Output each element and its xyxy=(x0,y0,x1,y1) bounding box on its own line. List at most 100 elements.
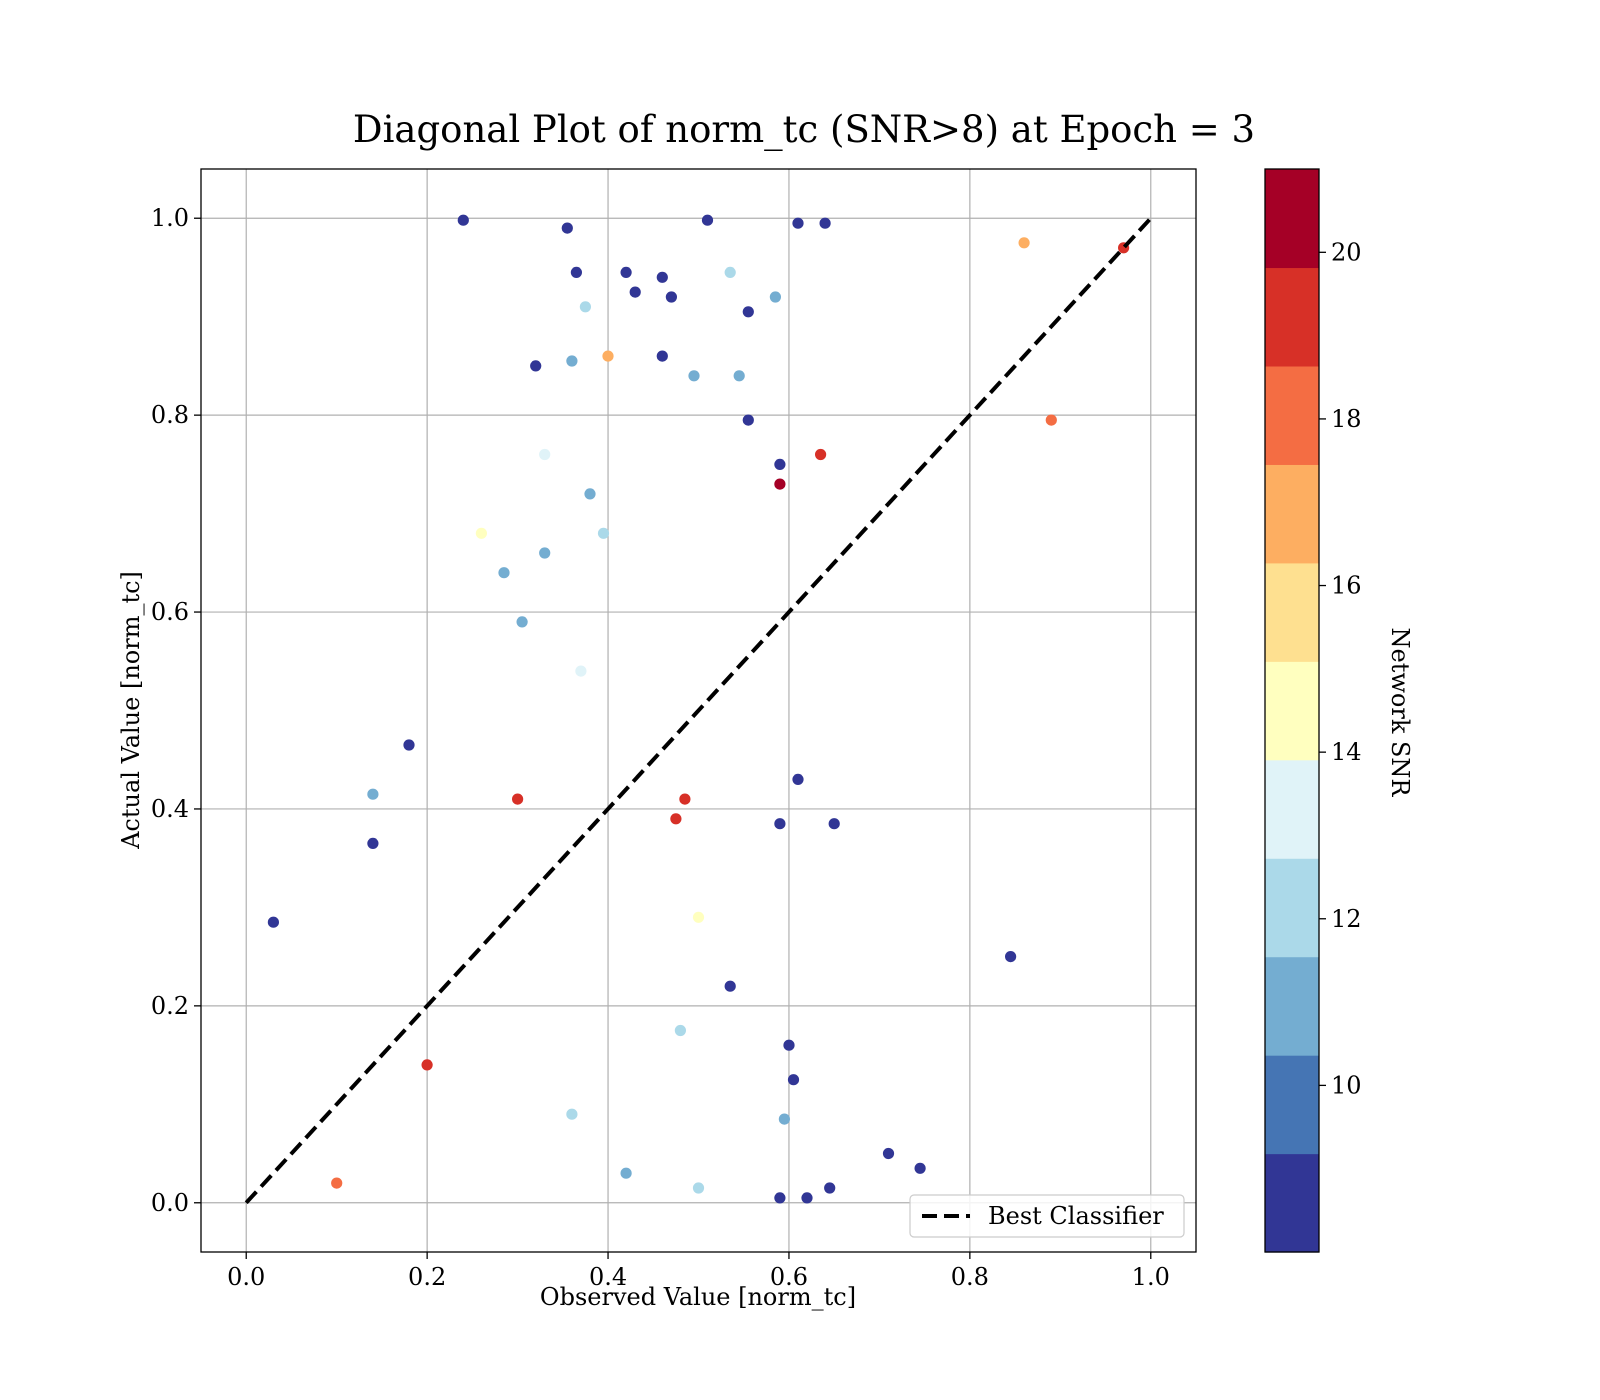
scatter-point xyxy=(597,527,610,539)
scatter-point xyxy=(516,616,528,628)
colorbar-tick-label: 14 xyxy=(1331,738,1362,766)
scatter-point xyxy=(575,665,587,677)
scatter-point xyxy=(367,837,379,850)
scatter-point xyxy=(566,1108,578,1120)
y-tick-label: 1.0 xyxy=(151,204,189,232)
scatter-point xyxy=(561,222,573,234)
scatter-point xyxy=(620,1167,632,1179)
scatter-point xyxy=(1045,414,1057,426)
scatter-point xyxy=(498,567,510,579)
x-tick-label: 0.2 xyxy=(408,1263,446,1291)
scatter-point xyxy=(670,813,682,825)
scatter-point xyxy=(570,266,583,278)
scatter-point xyxy=(783,1039,795,1051)
scatter-points xyxy=(267,214,1130,1204)
colorbar-tick-label: 20 xyxy=(1331,238,1362,266)
x-tick-label: 0.8 xyxy=(951,1263,989,1291)
y-tick-label: 0.0 xyxy=(151,1189,189,1217)
scatter-point xyxy=(1005,951,1017,963)
legend: Best Classifier xyxy=(909,1194,1185,1238)
colorbar-tick-label: 16 xyxy=(1331,572,1362,600)
scatter-point xyxy=(579,301,592,313)
colorbar-segment xyxy=(1265,169,1319,269)
scatter-point xyxy=(787,1074,800,1086)
scatter-point xyxy=(679,793,691,805)
scatter-point xyxy=(828,818,840,830)
chart-title: Diagonal Plot of norm_tc (SNR>8) at Epoc… xyxy=(353,108,1255,152)
scatter-point xyxy=(620,266,632,278)
scatter-point xyxy=(602,350,614,362)
scatter-point xyxy=(674,1024,687,1037)
grid-lines xyxy=(201,169,1196,1252)
scatter-point xyxy=(774,458,786,470)
scatter-point xyxy=(511,793,524,805)
x-axis: 0.0 0.2 0.4 0.6 0.8 1.0 xyxy=(227,1252,1170,1291)
scatter-point xyxy=(792,773,804,786)
colorbar-tick-label: 10 xyxy=(1331,1071,1362,1099)
y-axis-label: Actual Value [norm_tc] xyxy=(117,571,145,850)
scatter-point xyxy=(882,1147,895,1160)
scatter-point xyxy=(692,911,705,923)
scatter-point xyxy=(584,488,596,500)
best-classifier-line xyxy=(244,216,1153,1205)
plot-area-frame xyxy=(200,168,1197,1253)
scatter-point xyxy=(733,370,745,382)
scatter-point xyxy=(665,291,678,303)
colorbar: 10 12 14 16 18 20 xyxy=(1264,168,1362,1253)
scatter-point xyxy=(914,1162,926,1174)
legend-label: Best Classifier xyxy=(988,1202,1164,1230)
scatter-point xyxy=(724,266,736,278)
scatter-point xyxy=(742,306,754,318)
scatter-point xyxy=(769,291,782,303)
y-tick-label: 0.6 xyxy=(151,598,189,626)
scatter-point xyxy=(267,916,279,928)
colorbar-segment xyxy=(1265,759,1319,859)
scatter-point xyxy=(403,739,415,751)
scatter-point xyxy=(774,818,786,830)
scatter-point xyxy=(367,788,379,800)
scatter-point xyxy=(331,1177,343,1189)
x-tick-label: 0.6 xyxy=(770,1263,808,1291)
scatter-point xyxy=(778,1113,791,1125)
scatter-point xyxy=(774,478,786,490)
x-axis-label: Observed Value [norm_tc] xyxy=(540,1283,856,1311)
scatter-point xyxy=(566,355,578,367)
scatter-point xyxy=(656,271,668,283)
x-tick-label: 1.0 xyxy=(1132,1263,1170,1291)
colorbar-tick-label: 12 xyxy=(1331,905,1362,933)
x-tick-label: 0.4 xyxy=(589,1263,627,1291)
scatter-point xyxy=(774,1192,786,1204)
scatter-point xyxy=(539,448,551,461)
legend-box xyxy=(909,1194,1185,1238)
colorbar-segment xyxy=(1265,464,1319,564)
scatter-point xyxy=(656,350,668,362)
colorbar-segment xyxy=(1265,661,1319,761)
colorbar-segment xyxy=(1265,956,1319,1056)
scatter-point xyxy=(688,370,700,382)
scatter-point xyxy=(815,448,827,461)
scatter-point xyxy=(475,527,487,539)
y-tick-label: 0.8 xyxy=(151,401,189,429)
x-tick-label: 0.0 xyxy=(227,1263,265,1291)
colorbar-segment xyxy=(1265,1055,1319,1155)
scatter-point xyxy=(539,547,551,559)
scatter-point xyxy=(457,214,469,226)
colorbar-tick-label: 18 xyxy=(1331,405,1362,433)
scatter-point xyxy=(530,360,542,372)
colorbar-segment xyxy=(1265,562,1319,662)
scatter-point xyxy=(421,1059,433,1071)
scatter-point xyxy=(742,414,754,426)
scatter-point xyxy=(724,980,736,992)
colorbar-segment xyxy=(1265,267,1319,367)
scatter-point xyxy=(824,1182,836,1194)
colorbar-segment xyxy=(1265,365,1319,465)
y-tick-label: 0.2 xyxy=(151,992,189,1020)
y-tick-label: 0.4 xyxy=(151,795,189,823)
colorbar-segment xyxy=(1265,858,1319,958)
scatter-point xyxy=(792,217,804,229)
scatter-point xyxy=(692,1182,705,1194)
colorbar-frame xyxy=(1264,168,1320,1253)
scatter-point xyxy=(701,214,714,226)
y-axis: 0.0 0.2 0.4 0.6 0.8 1.0 xyxy=(151,204,201,1217)
